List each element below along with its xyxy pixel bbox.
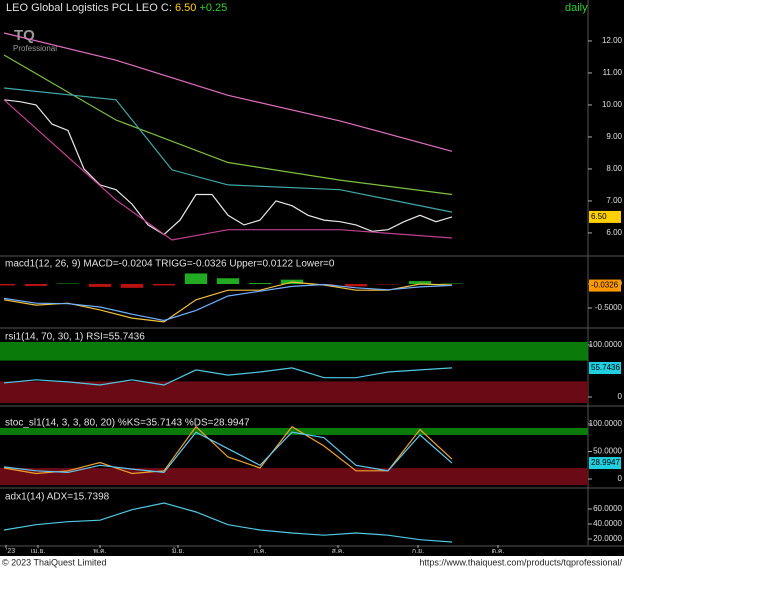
last-value-label: 6.50	[591, 212, 607, 221]
last-value-label: 55.7436	[591, 363, 620, 372]
indicator-line	[3, 367, 453, 386]
indicator-line	[3, 431, 453, 474]
x-tick-label: ก.ย.	[412, 548, 424, 555]
y-tick-label: 12.00	[602, 36, 623, 45]
indicator-line	[3, 281, 453, 323]
y-tick-label: -0.5000	[595, 303, 623, 312]
last-value-box	[589, 457, 621, 470]
overbought-zone	[0, 342, 588, 361]
footer-url: https://www.thaiquest.com/products/tqpro…	[419, 557, 622, 567]
last-value-label: 28.9947	[591, 458, 620, 467]
last-value-box	[589, 361, 621, 374]
histogram-bar	[344, 283, 368, 287]
y-tick-label: 100.0000	[589, 340, 623, 349]
y-tick-label: 50.0000	[593, 447, 622, 456]
close-label: C:	[161, 2, 172, 14]
x-tick-label: เม.ย.	[31, 548, 46, 555]
histogram-bar	[216, 278, 240, 284]
histogram-bar	[120, 283, 144, 288]
overbought-zone	[0, 428, 588, 435]
indicator-line	[3, 54, 453, 196]
oversold-zone	[0, 381, 588, 403]
x-tick-label: ก.ค.	[254, 548, 267, 555]
oversold-zone	[0, 468, 588, 485]
indicator-line	[3, 99, 453, 241]
last-value-label: -0.0326	[591, 281, 619, 290]
histogram-bar	[88, 283, 112, 287]
y-tick-label: 8.00	[606, 164, 622, 173]
y-tick-label: 40.0000	[593, 519, 622, 528]
x-tick-label: ส.ค.	[332, 548, 345, 555]
y-tick-label: 7.00	[606, 196, 622, 205]
change-value: +0.25	[199, 2, 227, 14]
histogram-bar	[408, 281, 432, 284]
pane-title: adx1(14) ADX=15.7398	[5, 492, 110, 503]
last-value-box	[589, 279, 621, 292]
y-tick-label: 60.0000	[593, 504, 622, 513]
last-value-box	[589, 210, 621, 223]
indicator-line	[3, 99, 453, 236]
pane-title: macd1(12, 26, 9) MACD=-0.0204 TRIGG=-0.0…	[5, 259, 335, 270]
indicator-line	[3, 425, 453, 475]
y-tick-label: 0	[618, 474, 623, 483]
indicator-line	[3, 32, 453, 152]
y-tick-label: 0	[618, 392, 623, 401]
y-tick-label: 20.0000	[593, 534, 622, 543]
histogram-bar	[0, 283, 16, 286]
histogram-bar	[152, 283, 176, 286]
symbol-title: LEO Global Logistics PCL LEO	[6, 2, 158, 14]
chart-header: LEO Global Logistics PCL LEO C: 6.50 +0.…	[6, 2, 227, 14]
indicator-line	[3, 87, 453, 213]
x-tick-label: พ.ค.	[93, 548, 106, 555]
close-value: 6.50	[175, 2, 196, 14]
logo-sub: Professional	[13, 44, 57, 53]
y-tick-label: 6.00	[606, 228, 622, 237]
histogram-bar	[24, 283, 48, 286]
x-tick-label: มิ.ย.	[172, 547, 185, 555]
y-tick-label: 9.00	[606, 132, 622, 141]
y-tick-label: 11.00	[603, 68, 623, 77]
copyright: © 2023 ThaiQuest Limited	[2, 557, 107, 567]
logo: TQ	[14, 27, 35, 44]
y-tick-label: 100.0000	[589, 419, 623, 428]
x-tick-label: '23	[6, 548, 15, 555]
indicator-line	[3, 283, 453, 322]
histogram-bar	[184, 273, 208, 284]
histogram-bar	[248, 283, 272, 284]
indicator-line	[3, 502, 453, 543]
y-tick-label: 10.00	[602, 100, 623, 109]
x-tick-label: ต.ค.	[491, 548, 504, 555]
pane-title: rsi1(14, 70, 30, 1) RSI=55.7436	[5, 332, 145, 343]
interval: daily	[565, 2, 588, 14]
pane-title: stoc_sl1(14, 3, 3, 80, 20) %KS=35.7143 %…	[5, 418, 250, 429]
